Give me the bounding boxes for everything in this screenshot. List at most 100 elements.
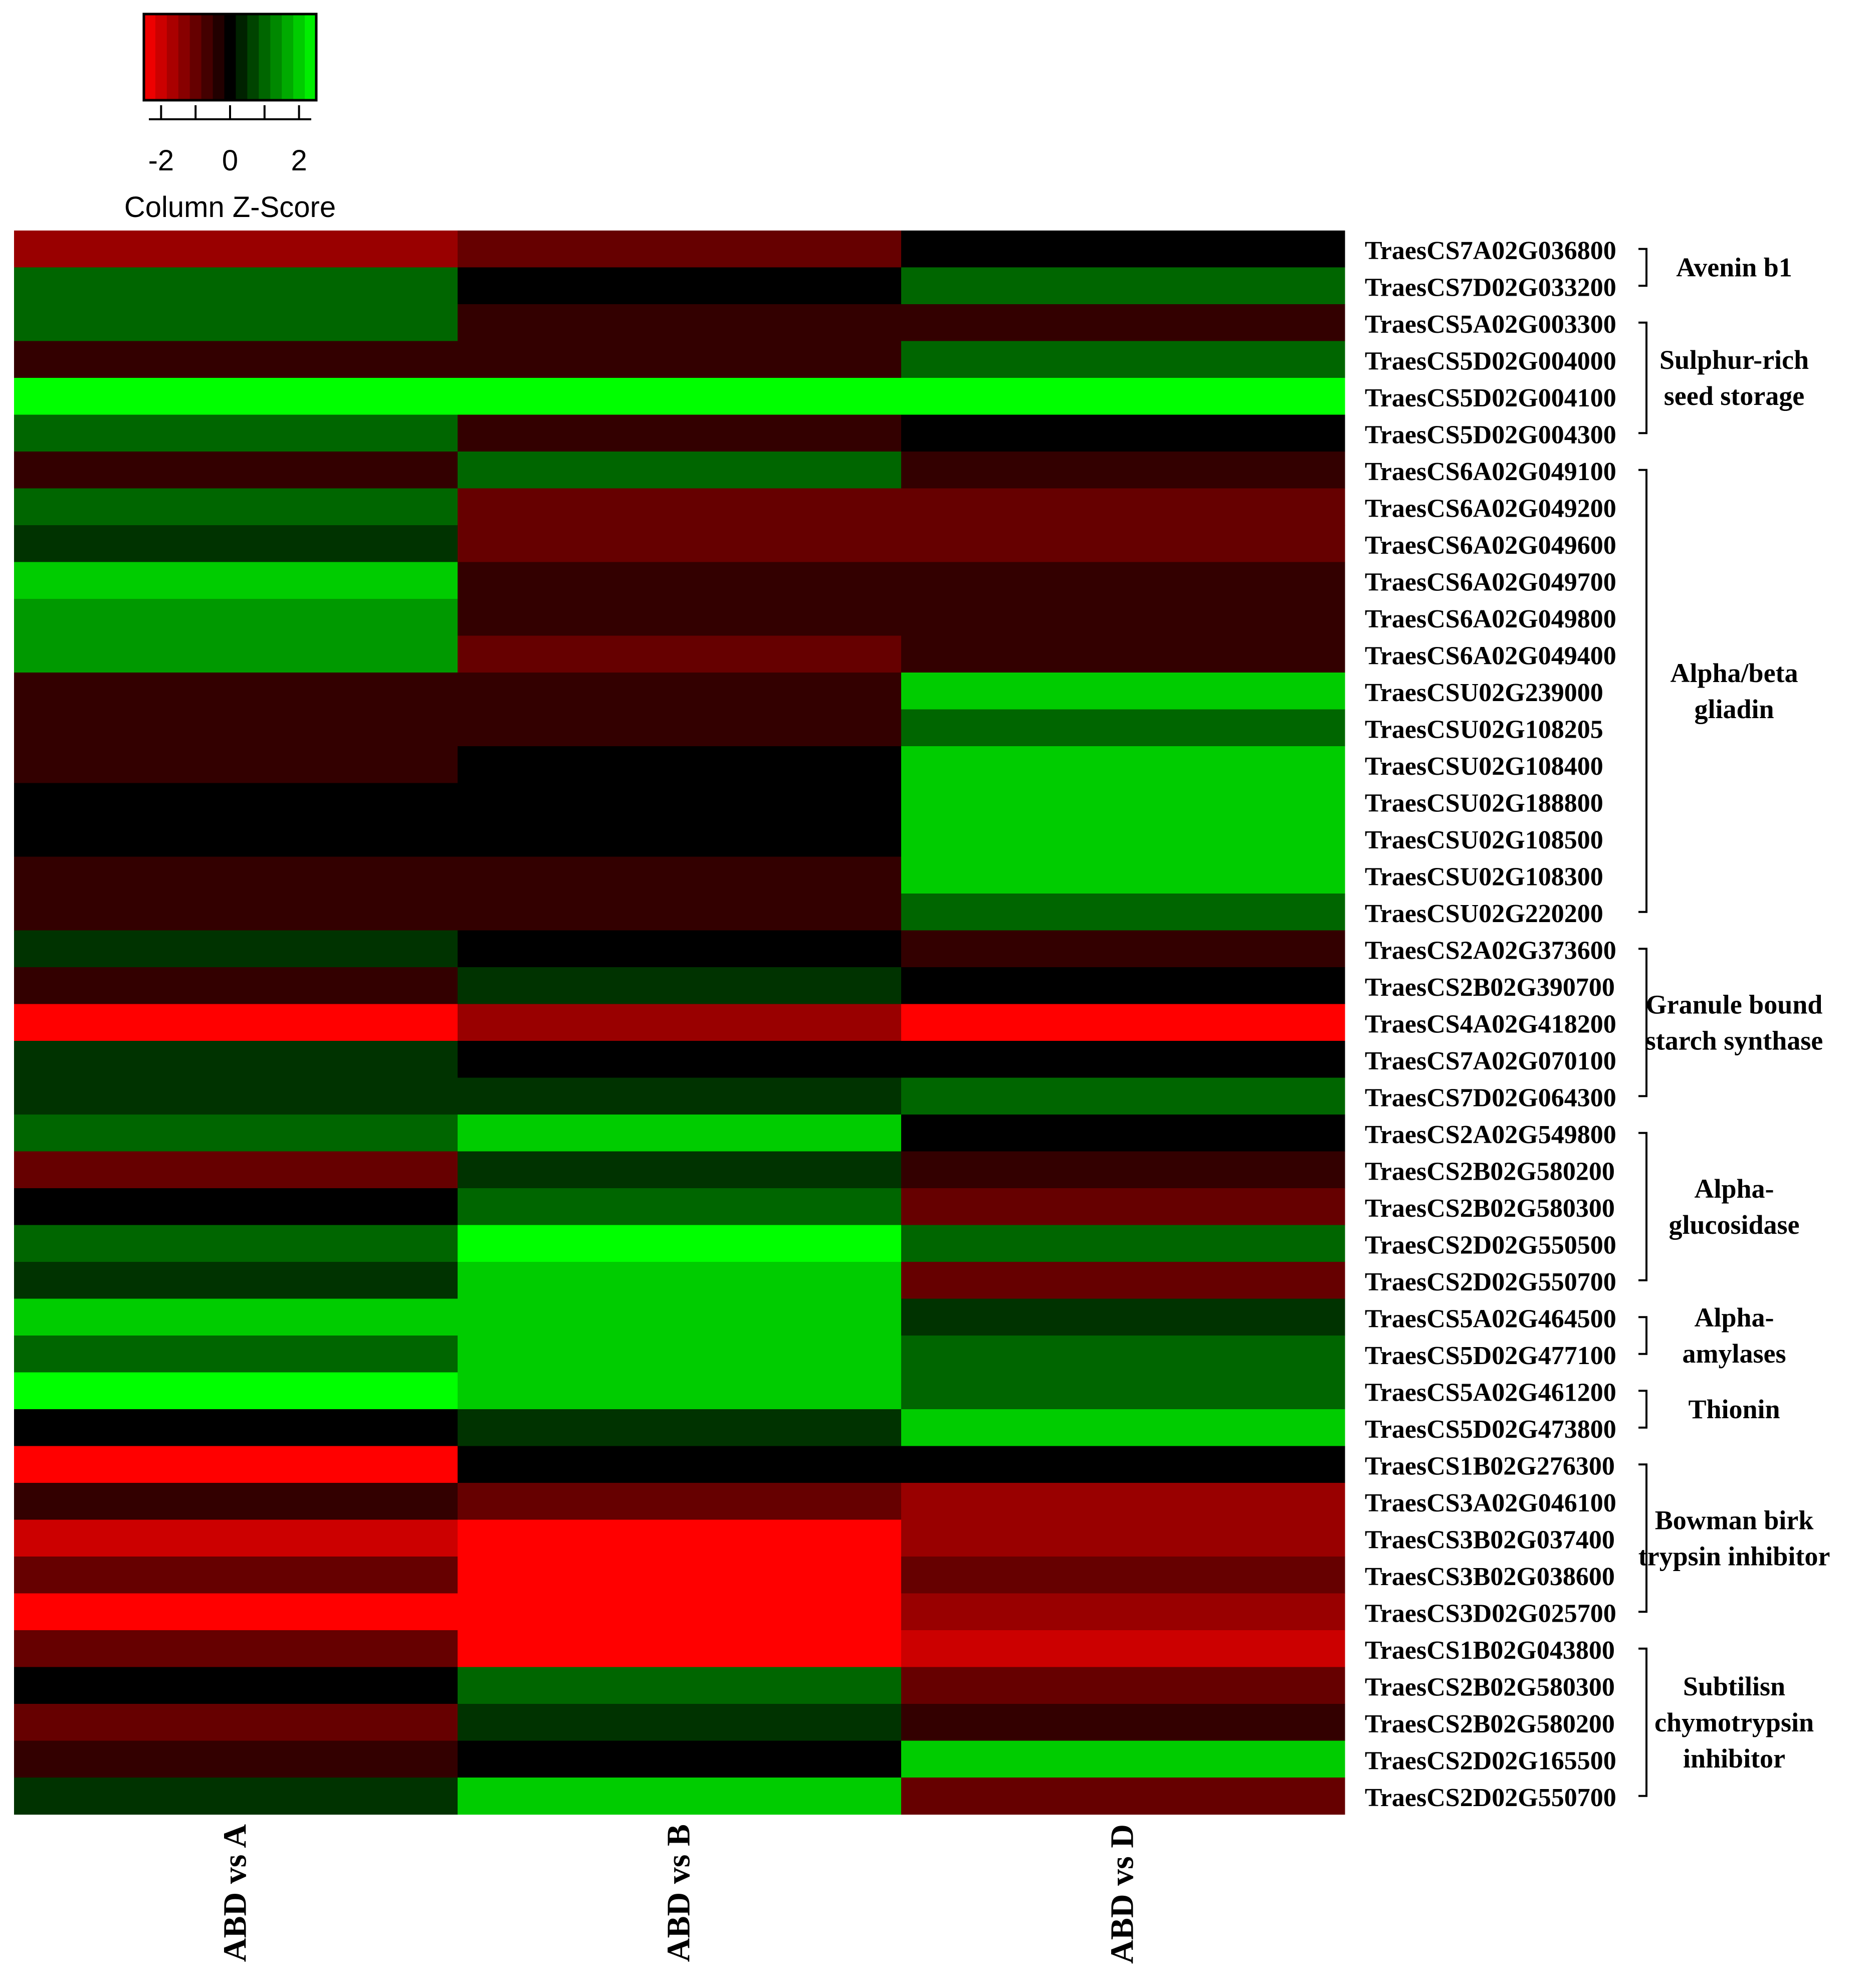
heat-cell: [458, 709, 902, 747]
heat-cell: [14, 1151, 458, 1189]
heat-cell: [14, 930, 458, 968]
heat-cell: [14, 525, 458, 563]
heat-cell: [901, 1667, 1345, 1704]
heat-cell: [901, 488, 1345, 526]
heat-cell: [901, 635, 1345, 673]
color-key-swatch: [189, 14, 202, 100]
heat-cell: [14, 746, 458, 784]
heat-cell: [458, 1667, 902, 1704]
row-label: TraesCS3D02G025700: [1365, 1599, 1616, 1628]
row-label: TraesCS5D02G004000: [1365, 347, 1616, 375]
heat-cell: [458, 1225, 902, 1262]
heat-cell: [901, 267, 1345, 305]
heat-cell: [14, 1188, 458, 1226]
group-label: chymotrypsin: [1654, 1707, 1814, 1737]
heat-cell: [458, 525, 902, 563]
group-bracket: [1638, 1316, 1647, 1355]
row-label: TraesCS7D02G064300: [1365, 1083, 1616, 1112]
heat-cell: [901, 1409, 1345, 1447]
row-label: TraesCS6A02G049200: [1365, 494, 1616, 523]
heat-cell: [901, 304, 1345, 342]
row-label: TraesCS2B02G390700: [1365, 973, 1615, 1002]
heat-cell: [14, 820, 458, 857]
group-label: Alpha-: [1694, 1302, 1774, 1333]
heat-cell: [901, 525, 1345, 563]
row-label: TraesCS7D02G033200: [1365, 273, 1616, 302]
group-bracket: [1638, 1647, 1647, 1797]
heat-cell: [14, 1298, 458, 1336]
color-key-ticks: -2 0 2: [148, 105, 311, 177]
heat-cell: [458, 1262, 902, 1299]
group-label: Avenin b1: [1676, 253, 1792, 283]
heat-cell: [458, 1593, 902, 1631]
group-label: inhibitor: [1683, 1743, 1785, 1774]
heat-cell: [14, 231, 458, 268]
color-key-swatch: [201, 14, 214, 100]
group-label: Alpha/beta: [1670, 658, 1798, 688]
group-label: seed storage: [1664, 381, 1804, 411]
row-label: TraesCSU02G108205: [1365, 715, 1603, 744]
heat-cell: [458, 673, 902, 710]
group-bracket: [1638, 321, 1647, 434]
heat-cell: [14, 414, 458, 452]
row-label: TraesCS5A02G464500: [1365, 1304, 1616, 1333]
heat-cell: [458, 894, 902, 931]
heatmap-cells: [14, 231, 1345, 1815]
heat-cell: [14, 1115, 458, 1152]
heat-cell: [901, 967, 1345, 1005]
column-label: ABD vs B: [661, 1824, 697, 1962]
row-label: TraesCS2D02G165500: [1365, 1746, 1616, 1775]
heat-cell: [458, 378, 902, 415]
group-brackets: Avenin b1 Sulphur-rich seed storage Alpha/b…: [1638, 248, 1830, 1797]
color-key: -2 0 2 Column Z-Score: [124, 13, 336, 224]
row-label: TraesCS3B02G038600: [1365, 1563, 1615, 1591]
heat-cell: [14, 599, 458, 636]
heat-cell: [458, 1041, 902, 1078]
heat-cell: [901, 414, 1345, 452]
heat-cell: [901, 856, 1345, 894]
heat-cell: [458, 341, 902, 378]
heat-cell: [14, 967, 458, 1005]
group-label: starch synthase: [1645, 1025, 1823, 1055]
heat-cell: [14, 378, 458, 415]
group-label: Sulphur-rich: [1659, 345, 1809, 375]
heat-cell: [14, 673, 458, 710]
row-label: TraesCS6A02G049600: [1365, 531, 1616, 560]
row-label: TraesCS5D02G004100: [1365, 384, 1616, 412]
row-label: TraesCS2D02G550700: [1365, 1268, 1616, 1296]
heat-cell: [901, 231, 1345, 268]
color-key-swatch: [155, 14, 167, 100]
heat-cell: [458, 783, 902, 820]
group-label: Bowman birk: [1655, 1505, 1814, 1535]
heat-cell: [14, 304, 458, 342]
row-label: TraesCSU02G108300: [1365, 862, 1603, 891]
row-label: TraesCSU02G108400: [1365, 752, 1603, 781]
row-label: TraesCS5D02G004300: [1365, 420, 1616, 449]
group-label: Subtilisn: [1683, 1671, 1785, 1701]
group-label: glucosidase: [1669, 1210, 1799, 1240]
heat-cell: [458, 635, 902, 673]
row-label: TraesCS3B02G037400: [1365, 1525, 1615, 1554]
row-label: TraesCS7A02G070100: [1365, 1047, 1616, 1075]
heat-cell: [901, 746, 1345, 784]
heat-cell: [901, 673, 1345, 710]
row-labels: TraesCS7A02G036800 TraesCS7D02G033200 Trae…: [1365, 237, 1616, 1812]
heat-cell: [458, 1298, 902, 1336]
heat-cell: [14, 1778, 458, 1815]
heat-cell: [458, 231, 902, 268]
heat-cell: [14, 1483, 458, 1520]
column-labels: ABD vs A ABD vs B ABD vs D: [217, 1824, 1141, 1964]
heat-cell: [458, 746, 902, 784]
heat-cell: [14, 1409, 458, 1447]
heat-cell: [901, 1298, 1345, 1336]
heat-cell: [458, 267, 902, 305]
heat-cell: [14, 1372, 458, 1410]
color-key-swatch: [293, 14, 305, 100]
row-label: TraesCS6A02G049100: [1365, 458, 1616, 486]
row-label: TraesCSU02G220200: [1365, 900, 1603, 928]
row-label: TraesCS6A02G049700: [1365, 568, 1616, 596]
heat-cell: [458, 1336, 902, 1373]
heat-cell: [458, 1557, 902, 1594]
heat-cell: [901, 1115, 1345, 1152]
group-label: Granule bound: [1646, 989, 1823, 1019]
